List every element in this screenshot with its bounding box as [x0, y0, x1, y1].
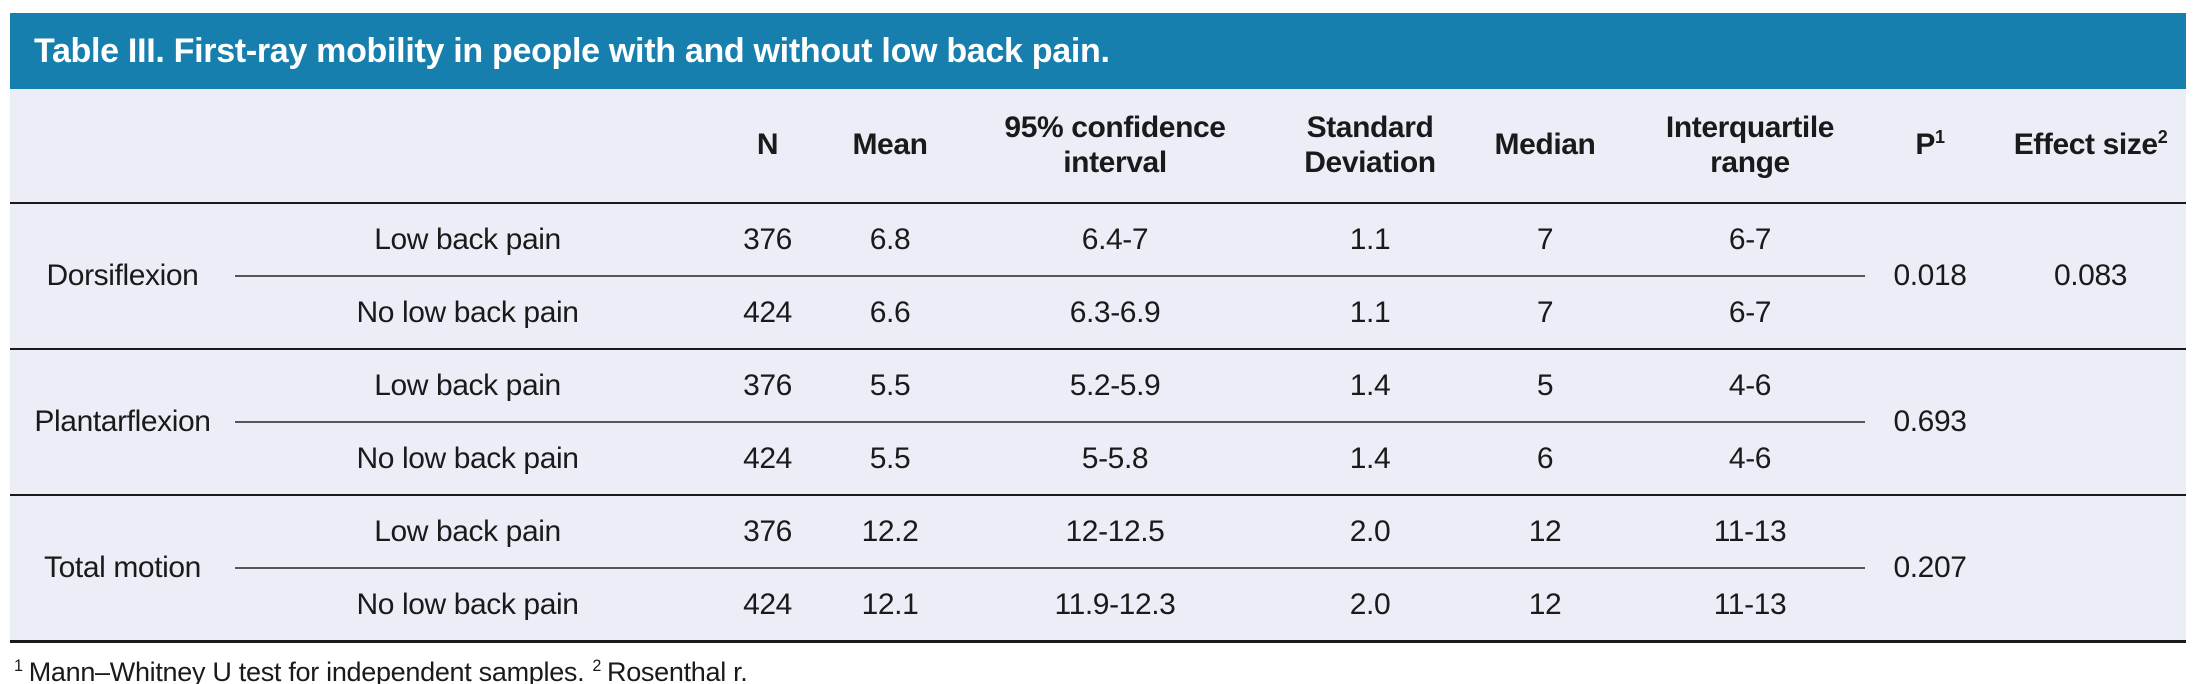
cell-median: 7	[1536, 295, 1554, 329]
cell-condition: No low back pain	[356, 587, 579, 621]
column-header-p: P1	[1865, 89, 1995, 204]
column-header-condition	[235, 89, 700, 204]
cell-n: 424	[743, 295, 792, 329]
footnote-superscript-2: 2	[592, 657, 602, 675]
cell-condition: No low back pain	[356, 295, 579, 329]
column-header-label: 95% confidence interval	[1004, 111, 1226, 179]
table-title: Table III. First-ray mobility in people …	[34, 31, 1110, 70]
cell-mean: 6.8	[835, 203, 945, 277]
column-header-label: Standard Deviation	[1304, 111, 1436, 179]
cell-ci: 12-12.5	[945, 495, 1285, 569]
column-header-effect-size: Effect size2	[1995, 89, 2186, 204]
table-row: Plantarflexion Low back pain 376 5.5 5.2…	[10, 349, 2186, 438]
cell-mean: 12.1	[861, 587, 919, 621]
column-header-label: Interquartile range	[1665, 111, 1835, 179]
cell-effect-size	[1995, 349, 2186, 495]
cell-mean: 12.2	[835, 495, 945, 569]
group-total-motion: Total motion Low back pain 376 12.2 12-1…	[10, 495, 2186, 642]
column-header-median: Median	[1455, 89, 1635, 204]
cell-p-value: 0.018	[1893, 259, 1967, 292]
column-header-superscript: 2	[2157, 127, 2168, 148]
cell-p-value: 0.693	[1893, 405, 1967, 438]
cell-sd: 2.0	[1285, 495, 1455, 569]
cell-iqr: 11-13	[1635, 495, 1865, 569]
cell-ci: 5.2-5.9	[945, 349, 1285, 423]
cell-sd: 1.1	[1285, 203, 1455, 277]
table-row: No low back pain 424 5.5 5-5.8 1.4 6 4-6	[10, 422, 2186, 495]
group-dorsiflexion: Dorsiflexion Low back pain 376 6.8 6.4-7…	[10, 203, 2186, 349]
cell-group-label: Plantarflexion	[34, 405, 211, 438]
table-header: N Mean 95% confidence interval Standard …	[10, 89, 2186, 204]
column-header-label: N	[756, 128, 779, 162]
column-header-label: Median	[1494, 128, 1596, 162]
column-header-label: Effect size	[2013, 128, 2158, 162]
cell-iqr: 4-6	[1635, 349, 1865, 423]
column-header-ci: 95% confidence interval	[945, 89, 1285, 204]
cell-n: 376	[700, 495, 835, 569]
cell-median: 12	[1455, 495, 1635, 569]
cell-effect-size	[1995, 495, 2186, 642]
column-header-superscript: 1	[1935, 127, 1945, 148]
table-row: No low back pain 424 6.6 6.3-6.9 1.1 7 6…	[10, 276, 2186, 349]
cell-ci: 6.4-7	[945, 203, 1285, 277]
cell-iqr: 6-7	[1728, 295, 1772, 329]
cell-ci: 11.9-12.3	[1054, 587, 1176, 621]
table-title-bar: Table III. First-ray mobility in people …	[10, 13, 2186, 89]
cell-n: 376	[700, 349, 835, 423]
cell-sd: 1.4	[1285, 349, 1455, 423]
header-row: N Mean 95% confidence interval Standard …	[10, 89, 2186, 204]
cell-group-label: Total motion	[44, 551, 201, 584]
cell-n: 424	[743, 587, 792, 621]
column-header-mean: Mean	[835, 89, 945, 204]
column-header-sd: Standard Deviation	[1285, 89, 1455, 204]
cell-median: 12	[1528, 587, 1562, 621]
cell-median: 6	[1536, 441, 1554, 475]
data-table: N Mean 95% confidence interval Standard …	[10, 89, 2186, 643]
table-container: Table III. First-ray mobility in people …	[10, 13, 2186, 684]
cell-ci: 6.3-6.9	[1069, 295, 1161, 329]
column-header-label: P	[1915, 128, 1935, 162]
cell-mean: 6.6	[869, 295, 911, 329]
footnote-superscript-1: 1	[14, 657, 23, 675]
table-row: Total motion Low back pain 376 12.2 12-1…	[10, 495, 2186, 584]
table-row: Dorsiflexion Low back pain 376 6.8 6.4-7…	[10, 203, 2186, 292]
cell-iqr: 11-13	[1713, 587, 1787, 621]
cell-mean: 5.5	[835, 349, 945, 423]
column-header-iqr: Interquartile range	[1635, 89, 1865, 204]
cell-condition: Low back pain	[235, 349, 700, 423]
footnote-text-1: Mann–Whitney U test for independent samp…	[28, 657, 585, 684]
cell-iqr: 6-7	[1635, 203, 1865, 277]
cell-n: 376	[700, 203, 835, 277]
cell-sd: 1.1	[1349, 295, 1391, 329]
group-plantarflexion: Plantarflexion Low back pain 376 5.5 5.2…	[10, 349, 2186, 495]
cell-mean: 5.5	[869, 441, 911, 475]
cell-condition: No low back pain	[356, 441, 579, 475]
cell-condition: Low back pain	[235, 495, 700, 569]
cell-ci: 5-5.8	[1081, 441, 1149, 475]
cell-effect-size: 0.083	[2053, 259, 2128, 292]
cell-sd: 1.4	[1349, 441, 1391, 475]
cell-sd: 2.0	[1349, 587, 1391, 621]
cell-median: 7	[1455, 203, 1635, 277]
cell-n: 424	[743, 441, 792, 475]
table-row: No low back pain 424 12.1 11.9-12.3 2.0 …	[10, 568, 2186, 642]
cell-median: 5	[1455, 349, 1635, 423]
footnote-text-2: Rosenthal r.	[607, 657, 748, 684]
cell-iqr: 4-6	[1728, 441, 1772, 475]
cell-group-label: Dorsiflexion	[46, 259, 199, 292]
cell-condition: Low back pain	[235, 203, 700, 277]
table-footnote: 1 Mann–Whitney U test for independent sam…	[10, 643, 2186, 684]
column-header-n: N	[700, 89, 835, 204]
cell-p-value: 0.207	[1893, 551, 1967, 584]
column-header-group	[10, 89, 235, 204]
column-header-label: Mean	[852, 128, 928, 162]
